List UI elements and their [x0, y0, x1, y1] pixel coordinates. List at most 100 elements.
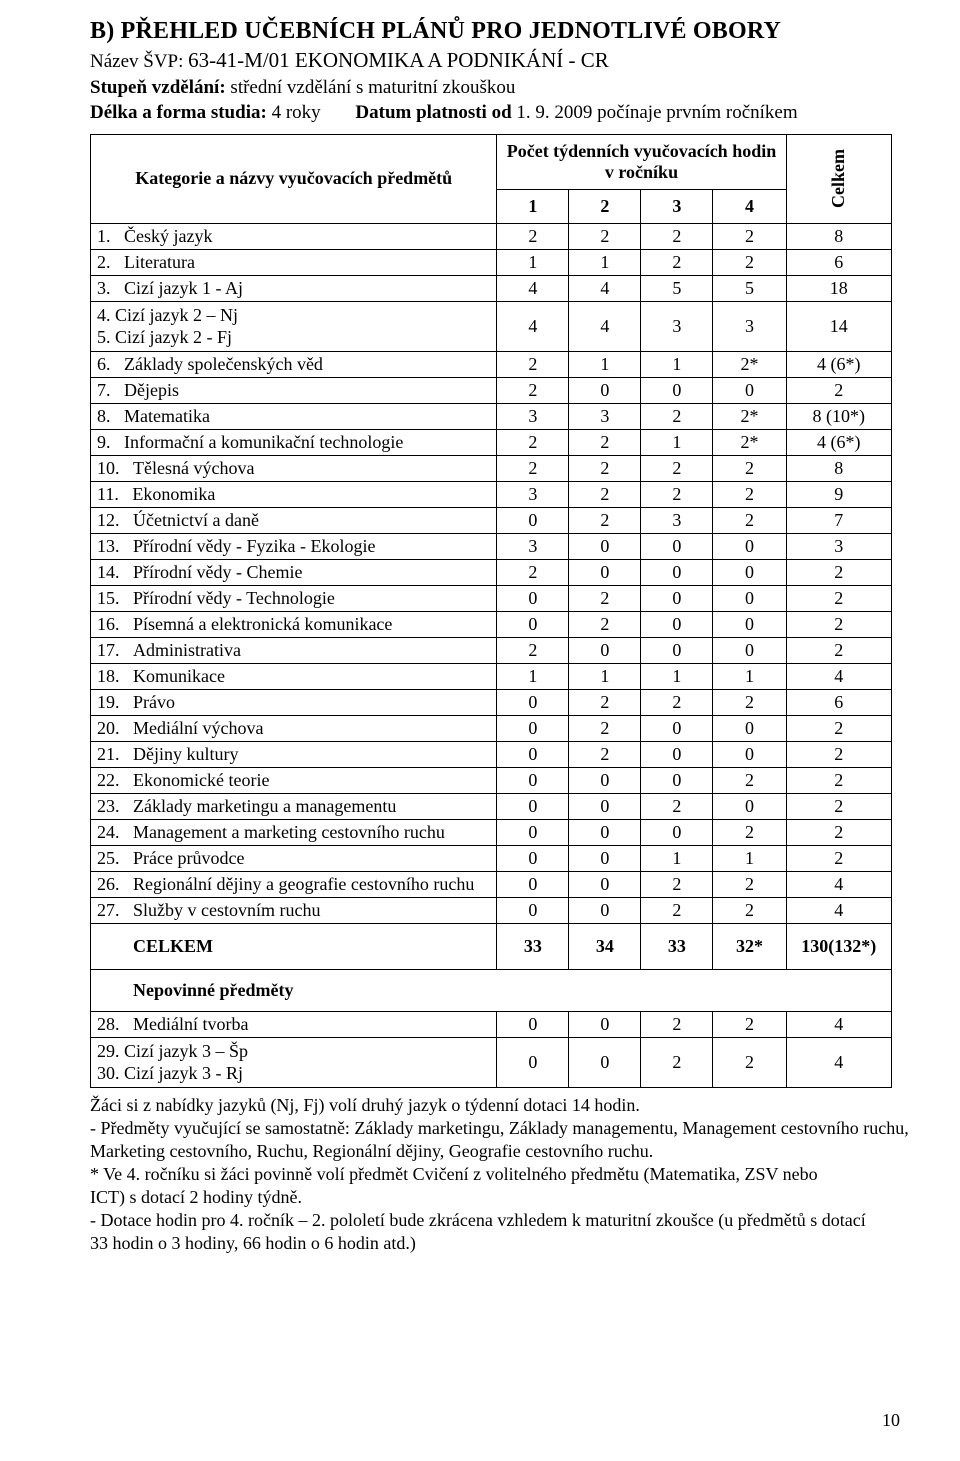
value-cell: 0	[713, 377, 786, 403]
row-total-cell: 2	[786, 637, 891, 663]
value-cell: 2	[497, 223, 569, 249]
value-cell: 2	[641, 249, 713, 275]
row-total-cell: 2	[786, 715, 891, 741]
value-cell: 1	[641, 429, 713, 455]
value-cell: 0	[569, 1037, 641, 1087]
table-row: 4. Cizí jazyk 2 – Nj5. Cizí jazyk 2 - Fj…	[91, 301, 892, 351]
total-v1: 33	[497, 923, 569, 969]
table-row: 25. Práce průvodce00112	[91, 845, 892, 871]
value-cell: 0	[713, 637, 786, 663]
value-cell: 0	[497, 507, 569, 533]
value-cell: 2	[641, 403, 713, 429]
row-total-cell: 4	[786, 1037, 891, 1087]
table-row: 11. Ekonomika32229	[91, 481, 892, 507]
row-total-cell: 4 (6*)	[786, 429, 891, 455]
table-row: 20. Mediální výchova02002	[91, 715, 892, 741]
row-total-cell: 14	[786, 301, 891, 351]
value-cell: 0	[497, 585, 569, 611]
value-cell: 2	[641, 897, 713, 923]
stupen-value: střední vzdělání s maturitní zkouškou	[230, 77, 515, 98]
header-col-1: 1	[497, 189, 569, 223]
header-col-4: 4	[713, 189, 786, 223]
value-cell: 0	[497, 1037, 569, 1087]
value-cell: 2	[569, 507, 641, 533]
value-cell: 0	[713, 559, 786, 585]
value-cell: 2	[641, 481, 713, 507]
row-total-cell: 2	[786, 559, 891, 585]
value-cell: 2	[641, 1037, 713, 1087]
total-v2: 34	[569, 923, 641, 969]
value-cell: 0	[569, 637, 641, 663]
header-col-3: 3	[641, 189, 713, 223]
section-heading: B) PŘEHLED UČEBNÍCH PLÁNŮ PRO JEDNOTLIVÉ…	[90, 18, 900, 45]
subject-cell: 29. Cizí jazyk 3 – Šp30. Cizí jazyk 3 - …	[91, 1037, 497, 1087]
value-cell: 3	[641, 301, 713, 351]
subject-cell: 1. Český jazyk	[91, 223, 497, 249]
note-line: * Ve 4. ročníku si žáci povinně volí pře…	[90, 1163, 920, 1186]
value-cell: 4	[497, 275, 569, 301]
value-cell: 2	[569, 429, 641, 455]
table-row: 24. Management a marketing cestovního ru…	[91, 819, 892, 845]
note-line: - Dotace hodin pro 4. ročník – 2. polole…	[90, 1209, 920, 1232]
subject-cell: 17. Administrativa	[91, 637, 497, 663]
value-cell: 2	[641, 793, 713, 819]
curriculum-table: Kategorie a názvy vyučovacích předmětů P…	[90, 134, 892, 1088]
header-total-label: Celkem	[828, 149, 849, 208]
subject-cell: 7. Dějepis	[91, 377, 497, 403]
row-total-cell: 8	[786, 223, 891, 249]
value-cell: 2	[497, 377, 569, 403]
subject-cell: 4. Cizí jazyk 2 – Nj5. Cizí jazyk 2 - Fj	[91, 301, 497, 351]
value-cell: 0	[641, 611, 713, 637]
value-cell: 3	[641, 507, 713, 533]
row-total-cell: 4 (6*)	[786, 351, 891, 377]
value-cell: 0	[497, 819, 569, 845]
row-total-cell: 3	[786, 533, 891, 559]
value-cell: 1	[569, 663, 641, 689]
value-cell: 0	[713, 741, 786, 767]
total-label: CELKEM	[91, 923, 497, 969]
row-total-cell: 4	[786, 663, 891, 689]
value-cell: 3	[569, 403, 641, 429]
header-col-2: 2	[569, 189, 641, 223]
table-row: 6. Základy společenských věd2112*4 (6*)	[91, 351, 892, 377]
header-total: Celkem	[786, 134, 891, 223]
value-cell: 2	[713, 481, 786, 507]
subject-cell: 14. Přírodní vědy - Chemie	[91, 559, 497, 585]
table-row: 26. Regionální dějiny a geografie cestov…	[91, 871, 892, 897]
value-cell: 0	[569, 897, 641, 923]
value-cell: 2	[569, 585, 641, 611]
value-cell: 5	[713, 275, 786, 301]
value-cell: 0	[569, 559, 641, 585]
value-cell: 0	[569, 533, 641, 559]
delka-platnost-line: Délka a forma studia: 4 roky Datum platn…	[90, 102, 900, 124]
value-cell: 0	[641, 559, 713, 585]
row-total-cell: 7	[786, 507, 891, 533]
value-cell: 0	[641, 637, 713, 663]
value-cell: 1	[641, 351, 713, 377]
subject-cell: 10. Tělesná výchova	[91, 455, 497, 481]
value-cell: 2	[497, 559, 569, 585]
row-total-cell: 9	[786, 481, 891, 507]
row-total-cell: 4	[786, 871, 891, 897]
value-cell: 2	[713, 689, 786, 715]
stupen-label: Stupeň vzdělání:	[90, 77, 230, 98]
table-row: 23. Základy marketingu a managementu0020…	[91, 793, 892, 819]
table-row: 29. Cizí jazyk 3 – Šp30. Cizí jazyk 3 - …	[91, 1037, 892, 1087]
row-total-cell: 6	[786, 249, 891, 275]
table-row: 17. Administrativa20002	[91, 637, 892, 663]
value-cell: 2	[641, 455, 713, 481]
table-row: 19. Právo02226	[91, 689, 892, 715]
subject-cell: 27. Služby v cestovním ruchu	[91, 897, 497, 923]
table-row: 28. Mediální tvorba00224	[91, 1011, 892, 1037]
subject-cell: 8. Matematika	[91, 403, 497, 429]
value-cell: 0	[641, 741, 713, 767]
value-cell: 2	[713, 223, 786, 249]
table-row: 8. Matematika3322*8 (10*)	[91, 403, 892, 429]
value-cell: 3	[497, 403, 569, 429]
value-cell: 0	[497, 845, 569, 871]
subject-cell: 3. Cizí jazyk 1 - Aj	[91, 275, 497, 301]
svp-line: Název ŠVP: 63-41-M/01 EKONOMIKA A PODNIK…	[90, 47, 900, 74]
subject-cell: 19. Právo	[91, 689, 497, 715]
value-cell: 2	[713, 767, 786, 793]
subject-cell: 12. Účetnictví a daně	[91, 507, 497, 533]
